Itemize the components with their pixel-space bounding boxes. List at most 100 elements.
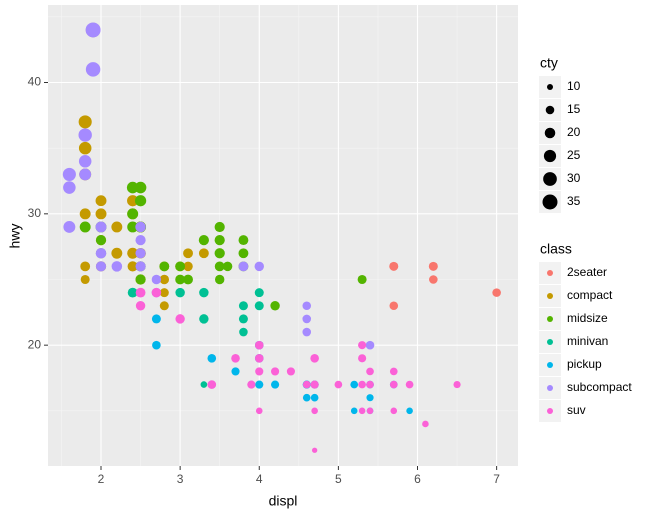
- point: [286, 367, 295, 376]
- point: [222, 261, 233, 272]
- point: [389, 380, 398, 389]
- x-axis-label: displ: [269, 493, 298, 509]
- point: [111, 261, 123, 272]
- point: [78, 115, 92, 129]
- legend-marker: [547, 339, 553, 345]
- point: [78, 155, 92, 168]
- point: [127, 221, 139, 233]
- point: [200, 381, 208, 388]
- legend-size-marker: [544, 127, 556, 139]
- point: [453, 380, 461, 389]
- point: [78, 141, 92, 155]
- point: [366, 367, 374, 376]
- point: [255, 367, 264, 376]
- point: [310, 380, 319, 389]
- legend-label: 30: [567, 171, 581, 185]
- point: [79, 168, 92, 181]
- point: [254, 354, 264, 363]
- size-legend-title: cty: [540, 55, 558, 71]
- y-tick-label: 40: [28, 75, 42, 89]
- point: [175, 314, 185, 324]
- point: [239, 327, 248, 337]
- point: [311, 447, 318, 453]
- legend-label: compact: [567, 288, 613, 302]
- point: [95, 247, 107, 259]
- point: [254, 301, 264, 311]
- point: [366, 380, 374, 389]
- point: [183, 274, 193, 285]
- point: [350, 380, 359, 389]
- point: [159, 261, 170, 272]
- point: [85, 22, 101, 38]
- x-tick-label: 2: [98, 472, 105, 486]
- point: [80, 261, 91, 272]
- point: [198, 234, 209, 246]
- point: [151, 274, 162, 285]
- point: [422, 420, 429, 428]
- point: [214, 261, 225, 272]
- point: [271, 380, 280, 389]
- y-axis-label: hwy: [7, 224, 23, 249]
- point: [238, 301, 248, 311]
- point: [358, 380, 366, 389]
- point: [127, 261, 138, 272]
- point: [302, 301, 312, 311]
- y-tick-label: 20: [28, 337, 42, 351]
- point: [78, 128, 92, 142]
- point: [111, 247, 123, 259]
- x-tick-label: 4: [256, 472, 263, 486]
- point: [366, 407, 374, 415]
- point: [302, 314, 312, 324]
- point: [254, 340, 264, 350]
- point: [334, 380, 343, 389]
- point: [159, 301, 169, 311]
- point: [134, 195, 147, 207]
- point: [247, 380, 256, 389]
- point: [175, 274, 186, 285]
- legend-label: 35: [567, 194, 581, 208]
- x-tick-label: 7: [493, 472, 500, 486]
- x-tick-label: 5: [335, 472, 342, 486]
- point: [63, 221, 76, 233]
- point: [151, 287, 162, 298]
- legend-marker: [547, 362, 553, 368]
- point: [350, 407, 358, 415]
- point: [62, 167, 76, 181]
- panel: [48, 5, 518, 466]
- point: [159, 288, 169, 298]
- point: [199, 314, 209, 324]
- legend-size-marker: [545, 105, 555, 115]
- point: [95, 261, 107, 272]
- point: [238, 261, 249, 272]
- point: [390, 407, 398, 415]
- point: [358, 341, 367, 350]
- point: [428, 261, 438, 271]
- point: [358, 407, 366, 415]
- point: [270, 301, 280, 311]
- point: [405, 380, 414, 389]
- point: [135, 221, 146, 233]
- point: [214, 248, 225, 259]
- point: [366, 394, 374, 402]
- point: [214, 234, 225, 246]
- point: [238, 248, 249, 259]
- point: [175, 287, 185, 298]
- point: [135, 274, 146, 285]
- legend-title: class: [540, 241, 572, 257]
- point: [207, 380, 217, 389]
- legend-label: suv: [567, 403, 586, 417]
- legend-label: 20: [567, 125, 581, 139]
- point: [199, 287, 209, 298]
- point: [302, 327, 312, 337]
- point: [135, 301, 146, 311]
- point: [254, 288, 264, 298]
- point: [429, 275, 438, 284]
- point: [231, 354, 240, 363]
- legend-marker: [547, 385, 553, 391]
- point: [95, 195, 107, 207]
- point: [406, 407, 413, 415]
- point: [214, 221, 225, 233]
- legend-label: 2seater: [567, 265, 607, 279]
- point: [127, 195, 139, 207]
- legend-marker: [547, 316, 553, 322]
